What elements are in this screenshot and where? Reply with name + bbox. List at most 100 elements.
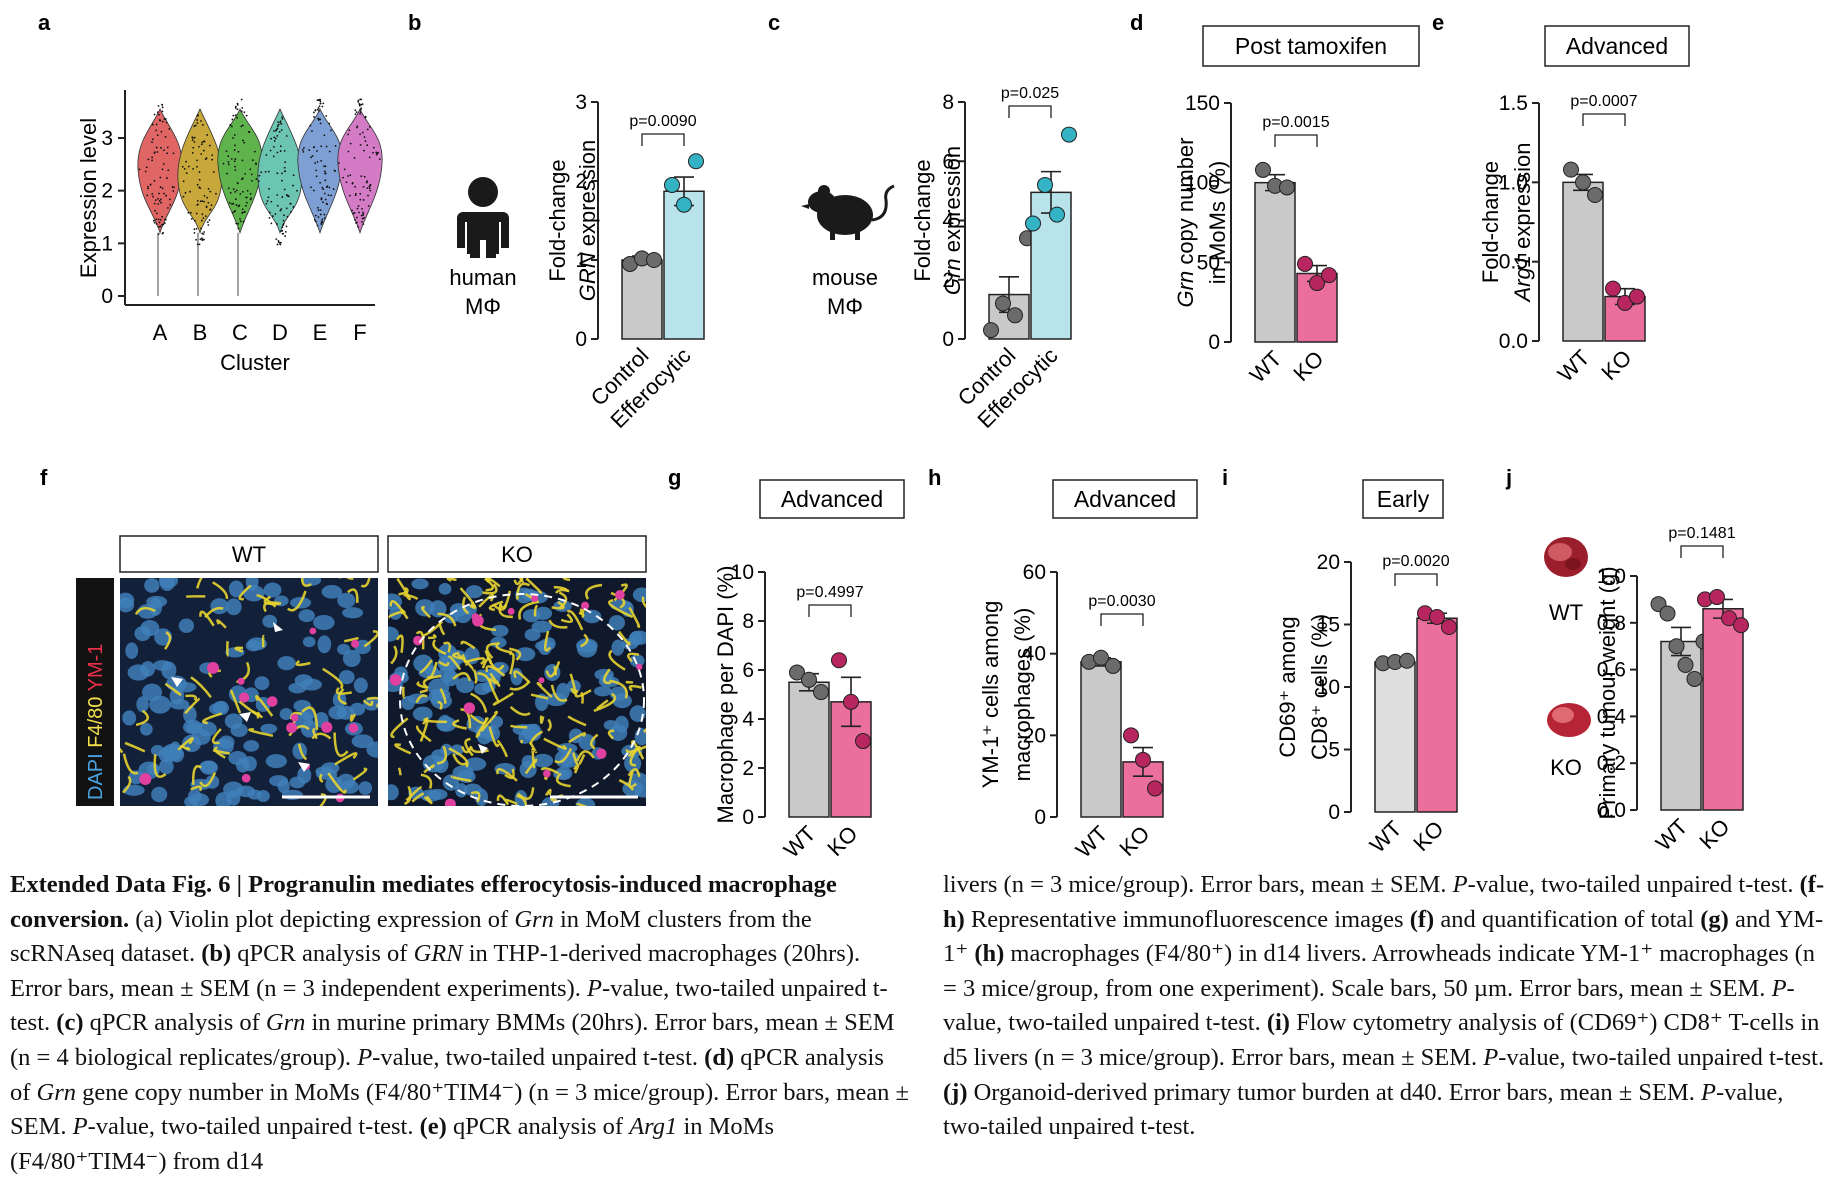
violin-dot [187,165,190,168]
tumour-image-wt [1544,537,1588,577]
violin-dot [201,213,204,216]
f480-signal [641,596,646,608]
ym1-signal [139,773,152,786]
violin-dot [196,165,198,168]
y-tick-label: 20 [1023,724,1046,747]
violin-dot [362,211,364,214]
violin-dot [197,114,200,117]
nucleus [158,758,174,775]
f480-signal [423,764,435,774]
violin-dot [233,210,236,213]
f480-signal [574,689,592,698]
f480-signal [337,687,347,706]
f480-signal [544,788,552,797]
y-tick-label: 4 [742,708,754,731]
violin-dot [191,152,194,154]
f480-signal [447,655,462,671]
data-point [1399,652,1415,669]
violin-dot [356,216,358,219]
violin-dot [360,214,363,217]
p-value: p=0.0015 [1262,114,1329,131]
violin-dot [208,144,211,147]
f480-signal [300,578,312,587]
f480-signal [596,699,609,710]
nucleus [161,661,177,680]
violin-dot [319,213,322,216]
violin-dot [165,194,167,197]
violin-dot [348,194,351,197]
nucleus [158,578,179,589]
data-point [1441,619,1457,635]
violin-dot [138,168,141,171]
header-h-text: Advanced [1074,486,1176,512]
significance-bracket [1100,613,1144,626]
f480-signal [415,694,428,704]
f480-signal [261,634,266,648]
violin-dot [161,215,164,218]
significance-bracket [808,604,852,617]
violin-dot [202,233,205,236]
violin-dot [200,143,203,146]
panel-letter-f: f [40,465,48,490]
violin-dot [303,147,305,149]
violin-dot [283,188,286,191]
f480-signal [578,754,586,765]
violin-dot [338,162,340,164]
violin-dot [325,145,328,148]
violin-dot [231,118,234,121]
nucleus [321,584,343,599]
f480-signal [553,585,569,593]
violin-dot [212,171,215,173]
f480-signal [452,651,463,660]
y-tick-label: 0.8 [1597,612,1626,635]
violin-dot [310,186,312,189]
significance-bracket [1582,113,1626,126]
violin-dot [207,224,210,226]
violin-dot [347,175,349,177]
violin-dot [317,117,320,120]
violin-dot [313,116,315,118]
violin-dot [187,211,190,214]
f480-signal [190,785,203,792]
violin-dot [268,211,271,214]
violin-dot [324,198,327,201]
violin-dot [158,225,160,228]
violin-dot [321,221,324,224]
violin-dot [363,217,366,219]
violin-dot [357,101,360,103]
f480-signal [411,792,425,803]
y-tick-label: 150 [1185,92,1220,115]
nucleus [269,775,289,787]
y-tick-label: 1 [101,232,113,255]
ym1-signal [290,713,299,722]
violin-dot [195,238,198,241]
violin-dot [368,187,371,190]
p-value: p=0.1481 [1668,525,1735,542]
violin-dot [286,194,289,197]
f480-signal [362,699,374,707]
nucleus [302,636,316,648]
violin-dot [284,230,287,233]
significance-bracket [1394,573,1438,586]
bar-chart-h: 0 20 40 60 WT KO p=0.0030 YM-1⁺ cells among macr… [978,561,1164,860]
data-point [1668,638,1685,655]
f480-signal [485,665,506,677]
violin-dot [240,125,243,128]
violin-dot [240,110,243,113]
violin-dot [155,129,158,132]
violin-dot [277,121,279,123]
violin-dot [237,227,240,230]
violin-dot [292,174,295,177]
violin-dot [168,128,171,130]
nucleus [527,723,542,741]
violin-dot [360,175,363,178]
f480-signal [496,768,518,782]
f480-signal [608,649,626,671]
nucleus [228,580,244,598]
violin-dot [324,172,327,175]
violin-dot [354,113,357,116]
expression-word: expression [940,146,965,259]
f480-signal [248,728,274,737]
bar [1080,661,1122,818]
f480-signal [415,630,425,650]
